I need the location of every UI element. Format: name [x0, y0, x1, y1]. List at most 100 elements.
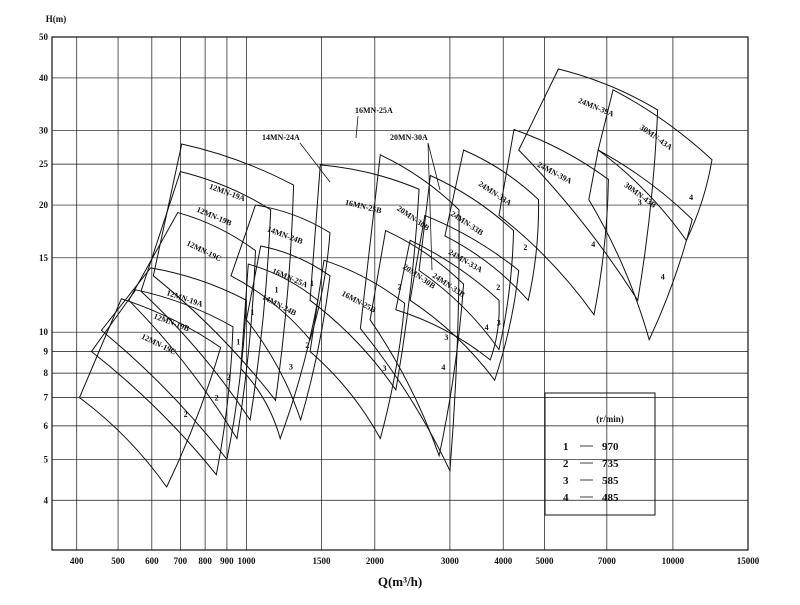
- pump-region: [128, 211, 256, 440]
- pump-region: [90, 289, 234, 476]
- x-tick-label: 4000: [494, 556, 513, 566]
- y-tick-label: 30: [39, 126, 49, 136]
- x-tick-label: 10000: [662, 556, 685, 566]
- x-tick-label: 15000: [737, 556, 760, 566]
- pump-region: [588, 149, 693, 342]
- pump-region: [309, 164, 420, 392]
- speed-label: 2: [397, 283, 401, 292]
- x-tick-label: 2000: [366, 556, 385, 566]
- speed-label: 2: [496, 283, 500, 292]
- annotation: 14MN-24A: [262, 133, 300, 142]
- y-tick-label: 40: [39, 73, 49, 83]
- region-label: 24MN-33A: [447, 248, 484, 275]
- y-tick-label: 15: [39, 253, 49, 263]
- y-tick-label: 20: [39, 200, 49, 210]
- region-label: 24MN-33A: [477, 179, 514, 207]
- legend-rpm: 735: [602, 458, 619, 470]
- y-tick-label: 4: [44, 495, 49, 505]
- legend-box: [544, 392, 656, 516]
- speed-label: 2: [215, 394, 219, 403]
- speed-label: 1: [310, 279, 314, 288]
- legend-title: (r/min): [596, 414, 624, 424]
- speed-label: 3: [638, 198, 642, 207]
- pump-region: [518, 68, 659, 302]
- pump-region: [395, 239, 500, 361]
- pump-region: [418, 174, 515, 351]
- speed-label: 1: [275, 286, 279, 295]
- x-tick-label: 500: [111, 556, 125, 566]
- x-tick-label: 1000: [237, 556, 256, 566]
- legend-rpm: 485: [602, 492, 619, 504]
- y-tick-label: 5: [44, 454, 49, 464]
- region-label: 14MN-24B: [266, 225, 305, 247]
- speed-label: 3: [289, 362, 293, 371]
- region-label: 12MN-19C: [140, 332, 178, 357]
- speed-label: 2: [184, 410, 188, 419]
- region-label: 16MN-25B: [344, 198, 383, 216]
- region-label: 12MN-19B: [152, 312, 191, 334]
- pump-region: [309, 259, 406, 440]
- x-tick-label: 800: [198, 556, 212, 566]
- x-axis-label: Q(m³/h): [378, 574, 422, 589]
- pump-region: [245, 245, 331, 422]
- speed-label: 4: [591, 240, 595, 249]
- pump-region: [359, 154, 460, 473]
- region-label: 12MN-19B: [195, 205, 234, 228]
- y-tick-label: 25: [39, 159, 49, 169]
- speed-label: 4: [689, 193, 693, 202]
- region-label: 24MN-33B: [431, 271, 468, 300]
- pump-region: [597, 89, 713, 242]
- annotation: 20MN-30A: [390, 133, 428, 142]
- pump-region: [100, 267, 247, 461]
- pump-region: [78, 298, 222, 488]
- legend-key: 3: [563, 475, 569, 487]
- pump-region: [240, 263, 319, 441]
- leader-line: [299, 142, 331, 183]
- region-label: 24MN-33B: [449, 209, 486, 237]
- speed-label: 3: [444, 333, 448, 342]
- pump-region: [152, 143, 295, 402]
- speed-label: 2: [227, 373, 231, 382]
- pump-region: [409, 214, 520, 382]
- region-label: 12MN-19C: [185, 239, 223, 264]
- region-label: 12MN-19A: [208, 182, 247, 204]
- x-tick-label: 5000: [536, 556, 555, 566]
- y-axis-label: H(m): [46, 14, 67, 24]
- legend-rpm: 970: [602, 441, 619, 453]
- speed-label: 2: [523, 243, 527, 252]
- speed-label: 3: [382, 364, 386, 373]
- x-tick-label: 400: [70, 556, 84, 566]
- region-label: 14MN-24B: [261, 292, 299, 318]
- x-tick-label: 700: [174, 556, 188, 566]
- y-tick-label: 8: [44, 368, 49, 378]
- pump-region: [498, 128, 609, 316]
- x-tick-label: 600: [145, 556, 159, 566]
- y-tick-label: 7: [44, 393, 49, 403]
- pump-region: [369, 229, 465, 458]
- speed-label: 4: [485, 323, 489, 332]
- x-tick-label: 1500: [313, 556, 332, 566]
- speed-label: 4: [661, 273, 665, 282]
- legend-key: 2: [563, 458, 569, 470]
- speed-label: 1: [236, 338, 240, 347]
- x-tick-label: 3000: [441, 556, 460, 566]
- pump-region: [140, 171, 272, 422]
- x-tick-label: 900: [220, 556, 234, 566]
- region-label: 30MN-43A: [638, 123, 674, 152]
- y-tick-label: 6: [44, 421, 49, 431]
- y-tick-label: 9: [44, 347, 49, 357]
- region-label: 12MN-19A: [165, 288, 204, 309]
- annotation: 16MN-25A: [355, 106, 393, 115]
- speed-label: 2: [305, 341, 309, 350]
- region-label: 16MN-25B: [340, 289, 378, 315]
- leader-line: [355, 115, 359, 139]
- legend-key: 4: [563, 492, 569, 504]
- pump-region: [230, 204, 331, 341]
- region-label: 24MN-39A: [577, 96, 616, 119]
- y-tick-label: 10: [39, 327, 49, 337]
- x-tick-label: 7000: [598, 556, 617, 566]
- legend-key: 1: [563, 441, 569, 453]
- y-tick-label: 50: [39, 32, 49, 42]
- speed-label: 4: [441, 363, 445, 372]
